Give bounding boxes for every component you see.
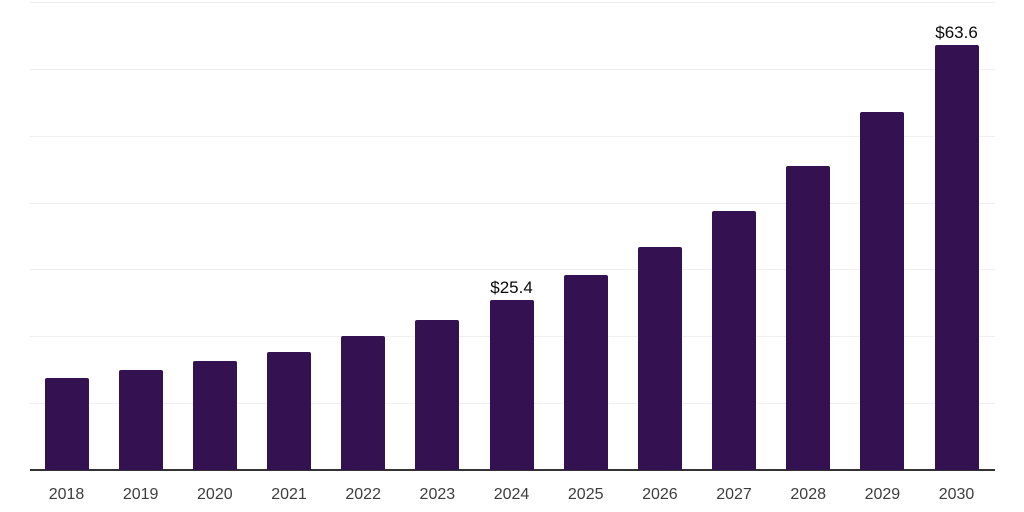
bar-2030 — [934, 44, 979, 470]
x-axis-label-2018: 2018 — [48, 486, 85, 503]
bar-2021 — [267, 352, 311, 470]
x-axis-label-2025: 2025 — [567, 486, 604, 503]
gridline — [30, 135, 995, 137]
bar-2022 — [341, 336, 386, 470]
value-label-2024: $25.4 — [490, 278, 533, 298]
x-axis-label-2029: 2029 — [864, 486, 901, 503]
bar-2027 — [712, 210, 757, 470]
gridline — [30, 202, 995, 204]
x-axis-label-2024: 2024 — [493, 486, 530, 503]
x-axis-label-2023: 2023 — [419, 486, 456, 503]
gridline — [30, 2, 995, 3]
x-axis-label-2020: 2020 — [197, 486, 233, 503]
bar-2026 — [637, 246, 682, 470]
value-label-2030: $63.6 — [935, 22, 978, 42]
x-axis-label-2021: 2021 — [271, 486, 307, 503]
bar-2023 — [415, 319, 460, 470]
bar-2024 — [489, 300, 534, 470]
x-axis-label-2022: 2022 — [345, 486, 381, 503]
bar-2019 — [118, 369, 163, 470]
x-axis-label-2027: 2027 — [716, 486, 752, 503]
x-axis-label-2019: 2019 — [122, 486, 159, 503]
gridline — [30, 68, 995, 70]
gridline — [30, 269, 995, 271]
bar-2028 — [786, 166, 831, 470]
bar-2018 — [44, 377, 89, 470]
bar-2020 — [192, 361, 237, 470]
x-axis-label-2030: 2030 — [938, 486, 975, 503]
x-axis-label-2028: 2028 — [790, 486, 826, 503]
x-axis-label-2026: 2026 — [642, 486, 678, 503]
bar-2029 — [860, 111, 905, 470]
bar-2025 — [563, 274, 608, 470]
